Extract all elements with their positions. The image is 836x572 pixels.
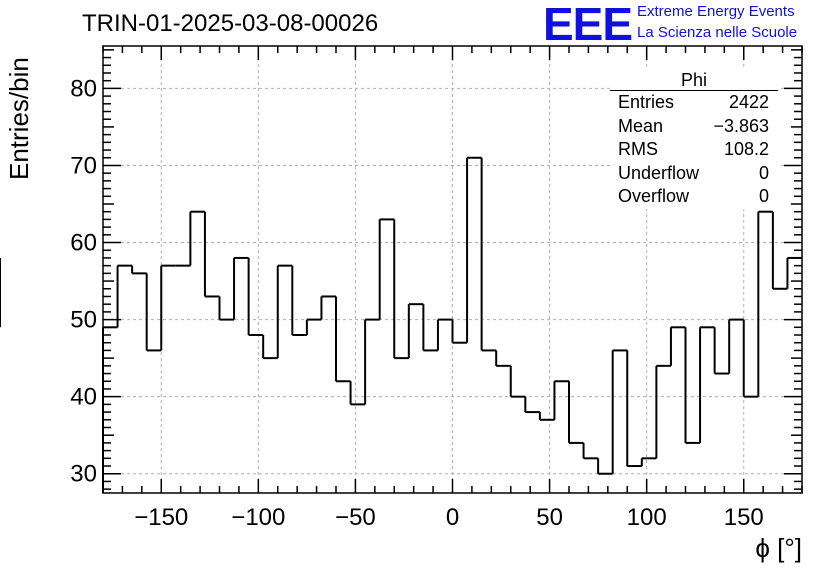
histogram-bin bbox=[436, 318, 453, 351]
histogram-bin bbox=[349, 381, 366, 406]
stats-label: Underflow bbox=[618, 162, 700, 183]
y-tick-label: 60 bbox=[70, 230, 97, 257]
histogram-bin bbox=[407, 303, 424, 359]
y-tick-label: 30 bbox=[70, 461, 97, 488]
histogram-bin bbox=[262, 335, 278, 360]
y-tick-label: 70 bbox=[70, 152, 97, 179]
stats-row-mean: Mean −3.863 bbox=[610, 115, 778, 139]
stats-row-rms: RMS 108.2 bbox=[610, 138, 778, 162]
x-tick-label: 50 bbox=[536, 504, 563, 531]
x-tick-label: −150 bbox=[134, 504, 188, 531]
histogram-bin bbox=[247, 257, 264, 337]
logo-subtitle-1: Extreme Energy Events bbox=[637, 3, 795, 20]
histogram-bin bbox=[742, 319, 759, 398]
x-axis-label: ϕ [°] bbox=[755, 533, 802, 563]
histogram-bin bbox=[713, 327, 730, 375]
histogram-bin bbox=[116, 264, 133, 328]
eee-logo: EEE bbox=[543, 0, 633, 50]
stats-value: 108.2 bbox=[723, 139, 769, 159]
stats-label: RMS bbox=[618, 139, 658, 159]
histogram-bin bbox=[480, 157, 497, 352]
histogram-bin bbox=[305, 318, 322, 336]
run-title: TRIN-01-2025-03-08-00026 bbox=[82, 10, 379, 37]
y-tick-label: 50 bbox=[70, 307, 97, 334]
histogram-bin bbox=[553, 380, 569, 420]
x-tick-label: −50 bbox=[335, 504, 376, 531]
x-tick-label: 150 bbox=[724, 504, 764, 531]
histogram-bin bbox=[611, 349, 628, 474]
histogram-bin bbox=[597, 458, 613, 475]
histogram-bin bbox=[771, 211, 788, 290]
x-tick-label: 0 bbox=[446, 504, 459, 531]
histogram-bin bbox=[276, 264, 293, 359]
histogram-bin bbox=[582, 442, 599, 460]
histogram-bin bbox=[568, 381, 584, 444]
histogram-bin bbox=[335, 296, 351, 383]
histogram-bin bbox=[451, 319, 468, 344]
stats-label: Overflow bbox=[618, 186, 690, 206]
stats-label: Entries bbox=[618, 92, 675, 112]
y-axis-label: Entries/bin bbox=[4, 57, 34, 180]
histogram-bin bbox=[364, 318, 380, 405]
histogram-bin bbox=[378, 218, 395, 320]
histogram-bin bbox=[655, 364, 671, 459]
histogram-bin bbox=[495, 350, 511, 367]
stats-value: −3.863 bbox=[713, 115, 769, 136]
stats-value: 0 bbox=[758, 162, 769, 183]
histogram-bin bbox=[757, 210, 773, 397]
stats-value: 2422 bbox=[728, 92, 769, 112]
histogram-bin bbox=[203, 211, 220, 298]
histogram-bin bbox=[669, 326, 686, 366]
histogram-bin bbox=[684, 327, 701, 444]
histogram-bin bbox=[189, 210, 205, 266]
histogram-bin bbox=[466, 156, 482, 343]
histogram-bin bbox=[699, 326, 715, 443]
y-tick-label: 80 bbox=[70, 75, 97, 102]
stats-row-overflow: Overflow 0 bbox=[610, 185, 778, 209]
histogram-bin bbox=[626, 350, 642, 468]
stats-label: Mean bbox=[618, 115, 664, 136]
histogram-bin bbox=[145, 273, 162, 352]
x-tick-label: 100 bbox=[627, 504, 667, 531]
histogram-bin bbox=[218, 296, 235, 321]
histogram-bin bbox=[728, 318, 744, 374]
histogram-bin bbox=[422, 304, 438, 352]
histogram-bin bbox=[102, 326, 118, 493]
histogram-bin bbox=[524, 396, 540, 414]
histogram-bin bbox=[509, 365, 526, 398]
histogram-bin bbox=[538, 412, 555, 421]
histogram-bin bbox=[131, 265, 147, 275]
stats-row-entries: Entries 2422 bbox=[610, 91, 778, 115]
y-tick-label: 40 bbox=[70, 384, 97, 411]
logo-subtitle-2: La Scienza nelle Scuole bbox=[637, 24, 798, 41]
histogram-bin bbox=[291, 265, 307, 337]
histogram-bin bbox=[320, 295, 336, 320]
histogram-bin bbox=[233, 256, 249, 320]
stats-row-underflow: Underflow 0 bbox=[610, 162, 778, 186]
x-tick-label: −100 bbox=[231, 504, 285, 531]
histogram-bin bbox=[393, 219, 409, 360]
histogram-bin bbox=[160, 264, 176, 351]
histogram-bin bbox=[640, 457, 657, 467]
stats-name: Phi bbox=[610, 70, 778, 91]
stats-value: 0 bbox=[758, 186, 769, 206]
stats-box: Phi Entries 2422 Mean −3.863 RMS 108.2 U… bbox=[610, 70, 778, 209]
